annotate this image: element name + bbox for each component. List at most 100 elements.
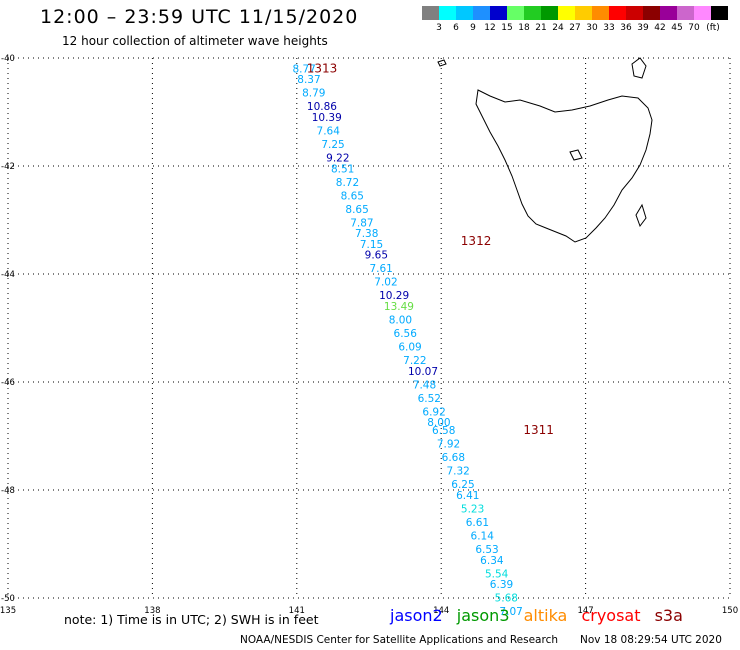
legend-unit: (ft): [706, 23, 720, 33]
longitude-tick-label: 135: [0, 606, 16, 616]
wave-height-value: 7.32: [446, 466, 469, 478]
wave-height-value: 7.61: [369, 263, 392, 275]
map-subtitle: 12 hour collection of altimeter wave hei…: [62, 34, 328, 48]
legend-swatch: [473, 6, 490, 20]
latitude-tick-label: -40: [1, 54, 15, 64]
wave-height-value: 10.39: [312, 112, 342, 124]
legend-swatch: [490, 6, 507, 20]
legend-swatch: [643, 6, 660, 20]
bruny-island: [635, 203, 647, 228]
wave-height-value: 6.41: [456, 490, 479, 502]
legend-swatch: [609, 6, 626, 20]
wave-height-value: 8.00: [427, 417, 450, 429]
legend-label: 42: [654, 23, 666, 33]
wave-height-value: 7.22: [403, 355, 426, 367]
legend-swatch: [660, 6, 677, 20]
map-title: 12:00 – 23:59 UTC 11/15/2020: [40, 6, 359, 28]
wave-height-value: 6.25: [451, 479, 474, 491]
wave-height-value: 6.68: [442, 452, 465, 464]
wave-height-value: 8.79: [302, 88, 325, 100]
wave-height-value: 7.64: [317, 126, 341, 138]
legend-label: 12: [484, 23, 496, 33]
wave-height-value: 6.61: [466, 517, 489, 529]
king-island: [437, 59, 447, 67]
legend-label: 21: [535, 23, 547, 33]
legend-swatch: [677, 6, 694, 20]
legend-swatch: [541, 6, 558, 20]
legend-label: 33: [603, 23, 615, 33]
orbit-pass-label: 1312: [461, 234, 492, 248]
latitude-tick-label: -46: [1, 378, 15, 388]
wave-height-value: 6.14: [471, 531, 495, 543]
legend-label: 45: [671, 23, 683, 33]
latitude-tick-label: -48: [1, 486, 15, 496]
legend-label: 6: [453, 23, 459, 33]
legend-swatch: [507, 6, 524, 20]
latitude-tick-label: -50: [1, 594, 15, 604]
pass-labels: 1313 1312 1311: [307, 61, 554, 437]
legend-swatch: [711, 6, 728, 20]
legend-swatch: [439, 6, 456, 20]
satellite-jason3: jason3: [456, 606, 510, 625]
legend-swatch: [524, 6, 541, 20]
legend-label: 27: [569, 23, 581, 33]
wave-height-value: 6.34: [480, 555, 504, 567]
latitude-tick-label: -44: [1, 270, 15, 280]
flinders-island: [631, 57, 647, 79]
wave-height-value: 7.92: [437, 439, 460, 451]
satellite-legend: jason2 jason3 altika cryosat s3a: [390, 606, 692, 625]
wave-height-value: 6.39: [490, 579, 513, 591]
wave-height-value: 6.56: [394, 328, 418, 340]
legend-label: 18: [518, 23, 530, 33]
wave-height-value: 8.00: [389, 315, 412, 327]
axis-labels: 135 138 141 144 147 150 -40 -42 -44 -46 -48 -50: [0, 54, 738, 616]
longitude-tick-label: 150: [722, 606, 738, 616]
wave-height-value: 8.37: [297, 74, 320, 86]
wave-height-value: 7.02: [374, 277, 397, 289]
wave-height-value: 7.38: [355, 228, 378, 240]
wave-height-value: 6.58: [432, 425, 455, 437]
credit-line: NOAA/NESDIS Center for Satellite Applica…: [240, 634, 558, 646]
longitude-tick-label: 138: [144, 606, 160, 616]
satellite-altika: altika: [523, 606, 568, 625]
wave-height-value: 6.53: [475, 544, 498, 556]
wave-height-value: 8.65: [341, 190, 364, 202]
wave-height-value: 6.52: [418, 393, 441, 405]
longitude-tick-label: 147: [577, 606, 593, 616]
generation-timestamp: Nov 18 08:29:54 UTC 2020: [580, 634, 722, 646]
satellite-cryosat: cryosat: [581, 606, 641, 625]
legend-label: 36: [620, 23, 632, 33]
legend-swatch: [456, 6, 473, 20]
longitude-tick-label: 141: [289, 606, 305, 616]
legend-label: 3: [436, 23, 442, 33]
wave-height-value: 8.51: [331, 163, 354, 175]
wave-height-value: 5.23: [461, 504, 484, 516]
satellite-s3a: s3a: [654, 606, 683, 625]
legend-swatch: [422, 6, 439, 20]
orbit-pass-label: 1311: [523, 423, 554, 437]
legend-swatch: [575, 6, 592, 20]
latitude-tick-label: -42: [1, 162, 15, 172]
wave-height-value: 7.87: [350, 217, 373, 229]
wave-height-value: 7.15: [360, 239, 383, 251]
legend-label: 15: [501, 23, 513, 33]
orbit-pass-label: 1313: [307, 61, 338, 75]
legend-swatch: [592, 6, 609, 20]
wave-height-value: 7.25: [321, 139, 344, 151]
wave-height-value: 10.86: [307, 101, 337, 113]
legend-swatch: [626, 6, 643, 20]
legend-label: 30: [586, 23, 598, 33]
legend-label: 70: [688, 23, 700, 33]
wave-height-value: 8.65: [345, 204, 368, 216]
wave-height-legend: 3 6 9 12 15 18 21 24 27 30 33 36 39 42 45 70 (ft): [422, 6, 728, 38]
legend-swatch: [694, 6, 711, 20]
footer-note: note: 1) Time is in UTC; 2) SWH is in fe…: [64, 612, 319, 627]
wave-height-value: 9.22: [326, 153, 349, 165]
satellite-jason2: jason2: [390, 606, 443, 625]
wave-height-value: 9.65: [365, 250, 388, 262]
legend-label: 9: [470, 23, 476, 33]
tasmania-coastline: [475, 89, 653, 243]
wave-height-value: 7.07: [499, 606, 522, 618]
